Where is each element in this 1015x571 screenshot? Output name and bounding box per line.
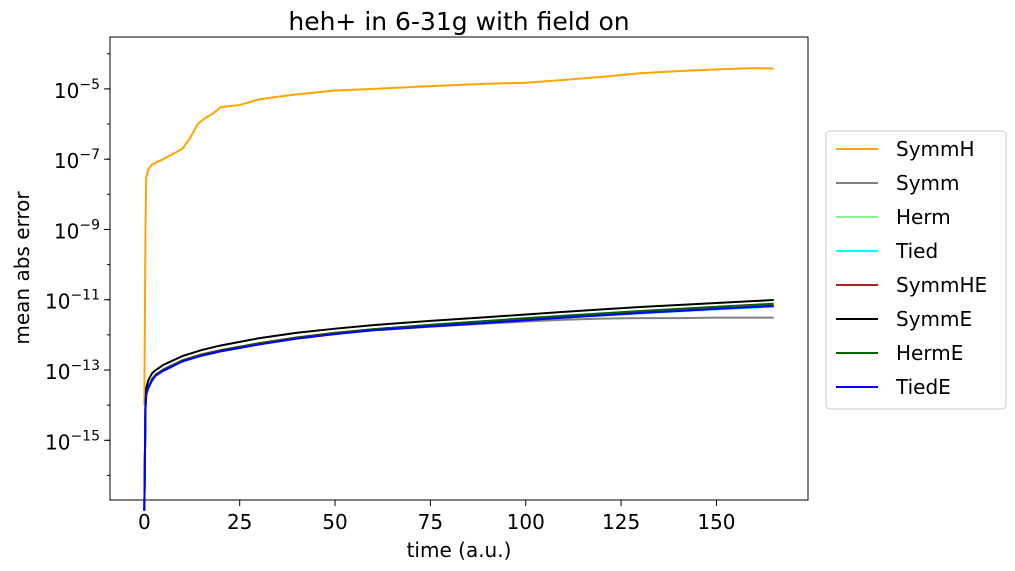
x-axis: 0 25 50 75 100 125 150	[138, 500, 736, 534]
y-tick-label: 10−5	[54, 77, 100, 103]
series-line-herm	[143, 305, 774, 511]
series-line-symmh	[143, 67, 774, 406]
y-axis: 10−15 10−13 10−11 10−9 10−7 10−5	[45, 53, 110, 476]
series-line-tied	[143, 305, 774, 511]
x-tick-label: 50	[322, 510, 347, 534]
x-axis-label: time (a.u.)	[407, 538, 512, 562]
x-tick-label: 75	[418, 510, 443, 534]
x-tick-label: 25	[227, 510, 252, 534]
x-tick-label: 100	[507, 510, 545, 534]
x-tick-label: 125	[602, 510, 640, 534]
y-tick-label: 10−7	[54, 147, 100, 173]
y-axis-label: mean abs error	[10, 191, 34, 345]
series-line-symme	[143, 299, 774, 511]
x-tick-label: 150	[697, 510, 735, 534]
y-tick-label: 10−13	[45, 358, 100, 384]
legend-label: Herm	[896, 205, 951, 229]
chart-title: heh+ in 6-31g with field on	[288, 7, 629, 36]
plot-frame	[109, 36, 809, 501]
series-line-herme	[143, 302, 774, 511]
series-line-symmhe	[143, 304, 774, 511]
legend: SymmH Symm Herm Tied SymmHE SymmE HermE TiedE	[825, 130, 1007, 410]
y-tick-label: 10−11	[45, 288, 100, 314]
legend-label: HermE	[896, 341, 963, 365]
x-tick-label: 0	[138, 510, 151, 534]
y-tick-label: 10−15	[45, 428, 100, 454]
legend-label: SymmHE	[896, 273, 987, 297]
legend-box	[825, 130, 1007, 410]
series-line-tiede	[143, 305, 774, 511]
series-layer	[143, 67, 774, 511]
y-tick-label: 10−9	[54, 217, 100, 243]
legend-label: SymmH	[896, 137, 975, 161]
legend-label: Tied	[895, 239, 938, 263]
legend-label: TiedE	[895, 375, 951, 399]
legend-label: Symm	[896, 171, 960, 195]
legend-label: SymmE	[896, 307, 972, 331]
